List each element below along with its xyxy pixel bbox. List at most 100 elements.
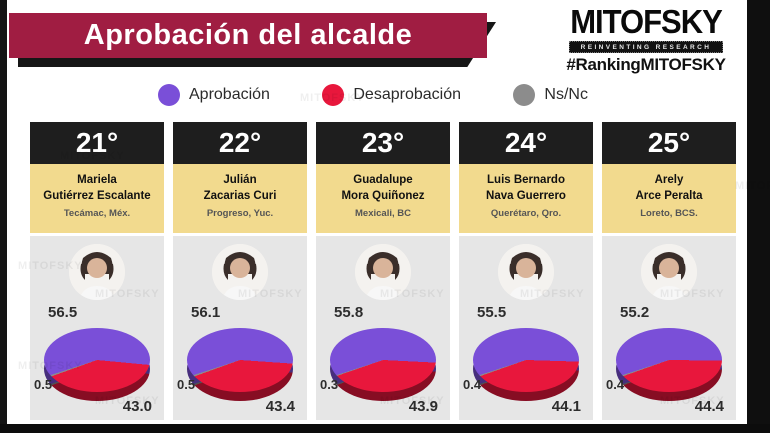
legend-item-nsnc: Ns/Nc [513, 84, 588, 106]
approval-value: 55.5 [477, 304, 507, 321]
mitofsky-watermark: MITOFSKY [95, 288, 160, 300]
city-label: Mexicali, BC [355, 208, 411, 220]
mitofsky-watermark: MITOFSKY [735, 180, 770, 192]
mayor-first-name: Guadalupe [353, 174, 413, 186]
pie-face [473, 328, 579, 392]
pie-chart [187, 328, 293, 401]
pie-chart [616, 328, 722, 401]
mayor-last-name: Gutiérrez Escalante [43, 190, 151, 203]
nsnc-value: 0.5 [177, 377, 196, 392]
frame-edge-left [0, 0, 7, 433]
rank-badge: 23° [316, 122, 450, 164]
card-body: 55.5 0.4 44.1 [459, 236, 593, 420]
approval-value: 56.5 [48, 304, 78, 321]
person-silhouette-icon [69, 244, 125, 300]
mayor-last-name: Nava Guerrero [486, 190, 566, 203]
nsnc-value: 0.5 [34, 377, 53, 392]
approval-dot-icon [158, 84, 180, 106]
rank-badge: 21° [30, 122, 164, 164]
card-body: 55.8 0.3 43.9 [316, 236, 450, 420]
mitofsky-watermark: MITOFSKY [660, 395, 725, 407]
legend-label: Aprobación [189, 86, 270, 103]
title-banner: Aprobación del alcalde [9, 13, 496, 67]
legend-label: Desaprobación [353, 86, 461, 103]
pie-face [330, 328, 436, 392]
card-body: 55.2 0.4 44.4 [602, 236, 736, 420]
city-label: Loreto, BCS. [640, 208, 698, 220]
mitofsky-watermark: MITOFSKY [18, 260, 83, 272]
pie-face [616, 328, 722, 392]
banner-face: Aprobación del alcalde [9, 13, 487, 58]
name-block: Guadalupe Mora Quiñonez Mexicali, BC [316, 164, 450, 233]
mitofsky-watermark: MITOFSKY [660, 288, 725, 300]
disapproval-value: 43.9 [408, 398, 438, 415]
legend-label: Ns/Nc [544, 86, 588, 103]
frame-edge-bottom [0, 424, 770, 433]
person-silhouette-icon [212, 244, 268, 300]
pie-chart [330, 328, 436, 401]
pie-chart [44, 328, 150, 401]
mayor-photo [212, 244, 268, 300]
legend-item-disapproval: Desaprobación [322, 84, 461, 106]
mayor-photo [498, 244, 554, 300]
mitofsky-watermark: MITOFSKY [380, 288, 445, 300]
frame-edge-right [747, 0, 770, 433]
rank-badge: 22° [173, 122, 307, 164]
name-block: Luis Bernardo Nava Guerrero Querétaro, Q… [459, 164, 593, 233]
ranking-cards: 21° Mariela Gutiérrez Escalante Tecámac,… [30, 122, 736, 420]
city-label: Tecámac, Méx. [63, 208, 131, 220]
approval-value: 55.2 [620, 304, 650, 321]
approval-value: 56.1 [191, 304, 221, 321]
nsnc-value: 0.3 [320, 377, 339, 392]
mitofsky-watermark: MITOFSKY [520, 288, 585, 300]
mayor-card: 22° Julián Zacarias Curi Progreso, Yuc. … [173, 122, 307, 420]
city-label: Querétaro, Qro. [490, 208, 562, 220]
pie-face [187, 328, 293, 392]
mitofsky-watermark: MITOFSKY [238, 288, 303, 300]
pie-chart [473, 328, 579, 401]
approval-value: 55.8 [334, 304, 364, 321]
mayor-card: 25° Arely Arce Peralta Loreto, BCS. 55.2 [602, 122, 736, 420]
mitofsky-watermark: MITOFSKY [95, 395, 160, 407]
mitofsky-watermark: MITOFSKY [60, 150, 125, 162]
mayor-last-name: Zacarias Curi [203, 190, 277, 203]
brand-hashtag: #RankingMITOFSKY [566, 55, 726, 74]
brand-block: MITOFSKY REINVENTING RESEARCH #RankingMI… [555, 2, 737, 75]
card-body: 56.1 0.5 43.4 [173, 236, 307, 420]
mayor-last-name: Mora Quiñonez [341, 190, 425, 203]
disapproval-dot-icon [322, 84, 345, 106]
city-label: Progreso, Yuc. [206, 208, 274, 220]
mayor-last-name: Arce Peralta [635, 190, 703, 203]
rank-badge: 25° [602, 122, 736, 164]
mayor-first-name: Arely [654, 174, 684, 186]
disapproval-value: 43.0 [122, 398, 152, 415]
mayor-photo [641, 244, 697, 300]
name-block: Julián Zacarias Curi Progreso, Yuc. [173, 164, 307, 233]
mayor-photo [69, 244, 125, 300]
disapproval-value: 43.4 [265, 398, 295, 415]
mitofsky-watermark: MITOFSKY [380, 395, 445, 407]
legend: Aprobación Desaprobación Ns/Nc [158, 84, 588, 106]
disapproval-value: 44.4 [694, 398, 724, 415]
person-silhouette-icon [498, 244, 554, 300]
name-block: Mariela Gutiérrez Escalante Tecámac, Méx… [30, 164, 164, 233]
rank-badge: 24° [459, 122, 593, 164]
mayor-card: 21° Mariela Gutiérrez Escalante Tecámac,… [30, 122, 164, 420]
card-body: 56.5 0.5 43.0 [30, 236, 164, 420]
page-title: Aprobación del alcalde [83, 19, 413, 51]
mayor-first-name: Julián [223, 174, 257, 186]
mayor-photo [355, 244, 411, 300]
person-silhouette-icon [641, 244, 697, 300]
nsnc-value: 0.4 [463, 377, 482, 392]
mitofsky-watermark: MITOFSKY [18, 360, 83, 372]
mayor-first-name: Mariela [77, 174, 117, 186]
legend-item-approval: Aprobación [158, 84, 270, 106]
person-silhouette-icon [355, 244, 411, 300]
nsnc-value: 0.4 [606, 377, 625, 392]
mitofsky-watermark: MITOFSKY [300, 92, 365, 104]
mayor-first-name: Luis Bernardo [487, 174, 565, 186]
mitofsky-logo: MITOFSKY [570, 2, 723, 41]
nsnc-dot-icon [513, 84, 536, 106]
name-block: Arely Arce Peralta Loreto, BCS. [602, 164, 736, 233]
